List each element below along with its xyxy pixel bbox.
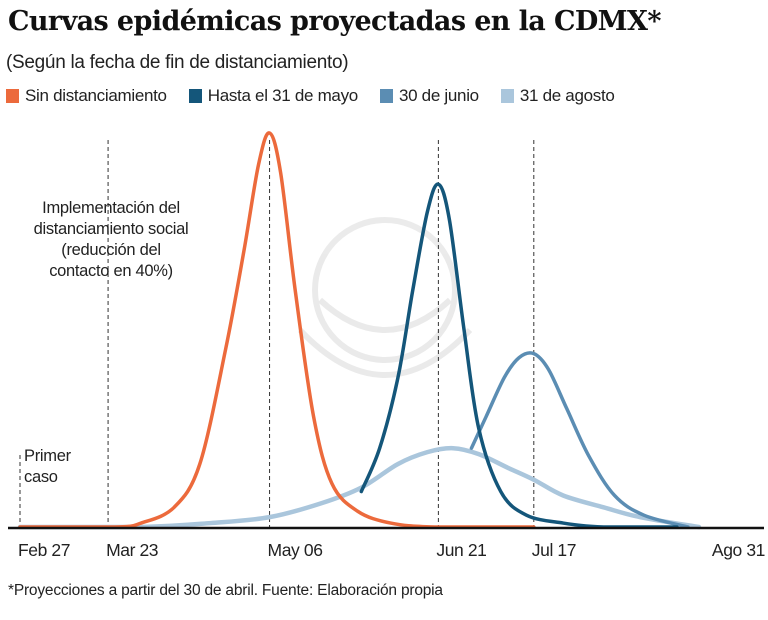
legend-label: Hasta el 31 de mayo bbox=[207, 86, 359, 105]
legend-swatch bbox=[379, 89, 393, 103]
series-line-1 bbox=[18, 131, 536, 529]
annotation-line: Primer bbox=[24, 447, 71, 465]
annotation-line: distanciamiento social bbox=[33, 220, 189, 238]
annotation-line: Implementación del bbox=[42, 199, 180, 217]
annotation-line: caso bbox=[24, 468, 58, 486]
annotation-primer-caso: Primer caso bbox=[24, 446, 71, 488]
x-tick-label: Mar 23 bbox=[106, 540, 158, 560]
legend-label: Sin distanciamiento bbox=[25, 86, 167, 105]
footnote: *Proyecciones a partir del 30 de abril. … bbox=[8, 582, 443, 599]
legend-label: 30 de junio bbox=[398, 86, 479, 105]
x-tick-label: Jun 21 bbox=[436, 540, 486, 560]
x-tick-label: Ago 31 bbox=[712, 540, 765, 560]
series-line-4 bbox=[17, 445, 702, 530]
annotation-implementacion: Implementación del distanciamiento socia… bbox=[6, 198, 216, 282]
legend-item: 30 de junio bbox=[379, 86, 479, 106]
chart-subtitle: (Según la fecha de fin de distanciamient… bbox=[6, 52, 349, 73]
series-line-3 bbox=[469, 351, 690, 529]
legend-label: 31 de agosto bbox=[519, 86, 615, 105]
legend-item: Sin distanciamiento bbox=[6, 86, 167, 106]
x-tick-label: Feb 27 bbox=[18, 540, 70, 560]
legend: Sin distanciamiento Hasta el 31 de mayo … bbox=[6, 86, 615, 106]
chart-title: Curvas epidémicas proyectadas en la CDMX… bbox=[8, 6, 661, 37]
legend-swatch bbox=[6, 89, 19, 103]
x-tick-label: Jul 17 bbox=[532, 540, 576, 560]
legend-item: 31 de agosto bbox=[500, 86, 615, 106]
legend-swatch bbox=[188, 89, 202, 103]
series-line-2 bbox=[359, 182, 679, 529]
legend-item: Hasta el 31 de mayo bbox=[188, 86, 359, 106]
annotation-line: (reducción del bbox=[61, 241, 161, 259]
x-tick-label: May 06 bbox=[268, 540, 323, 560]
legend-swatch bbox=[500, 89, 514, 103]
watermark-emblem bbox=[297, 217, 473, 378]
annotation-line: contacto en 40%) bbox=[49, 262, 173, 280]
